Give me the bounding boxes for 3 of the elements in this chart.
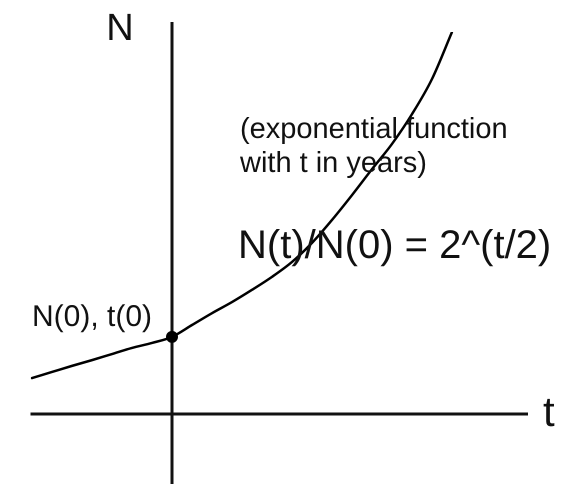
y-axis-title: N <box>106 7 134 49</box>
x-axis-title: t <box>543 388 555 435</box>
annotation: N(0), t(0) <box>32 300 152 333</box>
